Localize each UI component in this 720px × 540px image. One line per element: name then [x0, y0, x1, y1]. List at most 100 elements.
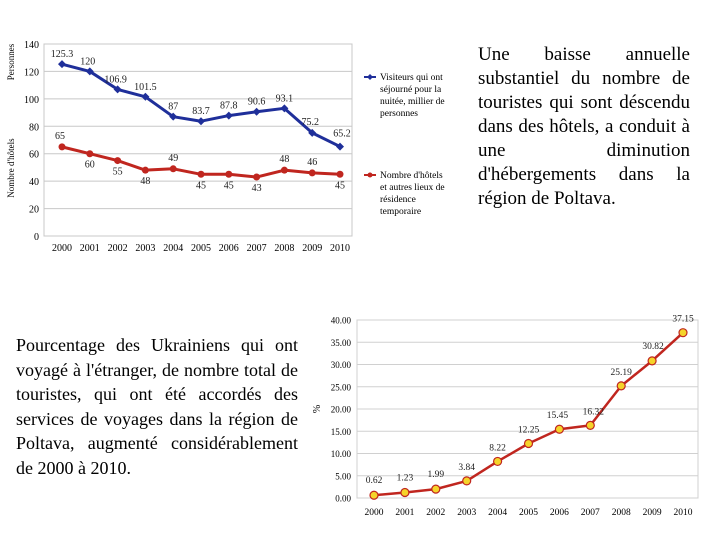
series-data-label: 16.32 — [583, 407, 605, 417]
y-tick-label: 35.00 — [331, 338, 352, 348]
series-2-point — [280, 166, 288, 174]
x-tick-label: 2009 — [643, 508, 662, 518]
y-tick-label: 5.00 — [335, 471, 351, 481]
x-tick-label: 2004 — [488, 508, 507, 518]
x-tick-label: 2009 — [302, 243, 322, 254]
legend-label-line: Nombre d'hôtels — [380, 171, 443, 181]
series-data-label: 25.19 — [611, 368, 633, 378]
series-point — [616, 381, 626, 391]
series-data-label: 12.25 — [518, 425, 540, 435]
x-tick-label: 2008 — [612, 508, 631, 518]
series-1-data-label: 93.1 — [276, 93, 294, 104]
series-point — [554, 424, 565, 434]
series-2-data-label: 49 — [168, 153, 178, 164]
series-line — [373, 331, 684, 497]
series-data-label: 30.82 — [642, 342, 664, 352]
series-2-data-label: 45 — [335, 180, 345, 191]
legend-label-line: temporaire — [380, 207, 421, 217]
series-1-data-label: 65.2 — [333, 129, 351, 140]
legend-label-line: Visiteurs qui ont — [380, 73, 443, 83]
series-1-data-label: 75.2 — [301, 117, 319, 128]
series-1-data-label: 125.3 — [51, 49, 74, 60]
y-tick-label: 0 — [34, 232, 39, 243]
x-tick-label: 2003 — [457, 508, 476, 518]
series-2-point — [336, 170, 344, 178]
series-data-label: 8.22 — [489, 443, 506, 453]
series-2-point — [141, 166, 149, 174]
hotel-decline-description: Une baisse annuelle substantiel du nombr… — [478, 44, 690, 209]
series-1-data-label: 83.7 — [192, 106, 210, 117]
series-2-point — [197, 170, 205, 178]
legend-label-line: résidence — [380, 195, 416, 205]
series-1-point — [252, 107, 261, 116]
series-1-data-label: 87.8 — [220, 101, 238, 112]
x-tick-label: 2001 — [80, 243, 100, 254]
series-1-point — [58, 60, 66, 69]
legend-marker — [367, 172, 373, 178]
legend-label: Visiteurs qui ont séjourné pour la nuitée,… — [380, 73, 445, 119]
series-point — [369, 490, 379, 500]
y-axis-label-outer: Personnes — [6, 43, 16, 80]
x-tick-label: 2005 — [191, 243, 211, 254]
y-tick-label: 140 — [24, 40, 39, 51]
series-2-data-label: 55 — [113, 167, 123, 178]
x-tick-label: 2001 — [395, 508, 414, 518]
x-tick-label: 2000 — [365, 508, 384, 518]
series-data-label: 15.45 — [547, 411, 569, 421]
x-tick-label: 2010 — [674, 508, 693, 518]
series-data-label: 1.23 — [397, 474, 414, 484]
series-2-point — [253, 173, 261, 181]
series-1-point — [113, 85, 122, 94]
series-1-point — [197, 117, 205, 126]
series-2-data-label: 45 — [196, 180, 206, 191]
series-1-data-label: 101.5 — [134, 82, 157, 93]
series-point — [647, 356, 657, 366]
series-data-label: 0.62 — [366, 476, 383, 486]
legend-label-line: séjourné pour la — [380, 85, 442, 95]
series-point — [523, 438, 534, 449]
hotel-visitors-chart: 0 20 40 60 80 100 120 140 2000 2001 2002 2003 2004 20… — [6, 40, 445, 254]
series-point — [585, 420, 595, 430]
series-1-point — [85, 67, 94, 76]
y-tick-label: 60 — [29, 150, 39, 161]
legend-marker — [367, 74, 373, 80]
series-1-point — [308, 128, 317, 137]
x-tick-label: 2005 — [519, 508, 538, 518]
y-tick-label: 20 — [29, 205, 39, 216]
x-tick-label: 2002 — [108, 243, 128, 254]
series-2-data-label: 65 — [55, 131, 65, 142]
x-tick-label: 2010 — [330, 243, 350, 254]
legend-label-line: nuitée, millier de — [380, 97, 445, 107]
series-2-point — [58, 143, 66, 151]
series-1-data-label: 106.9 — [104, 74, 127, 85]
series-2-point — [308, 169, 316, 177]
series-2-point — [169, 165, 177, 173]
series-1-data-label: 90.6 — [248, 97, 266, 108]
series-2-point — [114, 157, 122, 165]
series-data-label: 37.15 — [672, 315, 694, 325]
series-2-data-label: 46 — [307, 157, 317, 168]
y-tick-label: 100 — [24, 95, 39, 106]
y-tick-label: 40 — [29, 177, 39, 188]
y-axis-label: % — [312, 405, 323, 413]
x-tick-label: 2003 — [135, 243, 155, 254]
legend-label-line: et autres lieux de — [380, 183, 445, 193]
y-tick-label: 25.00 — [331, 382, 352, 392]
series-1-point — [280, 104, 289, 113]
series-2-data-label: 45 — [224, 180, 234, 191]
series-data-label: 1.99 — [427, 470, 444, 480]
series-point — [462, 476, 472, 486]
series-data-label: 3.84 — [458, 463, 475, 473]
series-1-point — [224, 111, 233, 120]
x-tick-label: 2007 — [581, 508, 600, 518]
y-tick-label: 15.00 — [331, 427, 352, 437]
series-point — [493, 456, 503, 467]
y-tick-label: 120 — [24, 67, 39, 78]
series-1-data-label: 120 — [80, 56, 95, 67]
x-tick-label: 2000 — [52, 243, 72, 254]
x-tick-label: 2006 — [550, 508, 569, 518]
legend-label: Nombre d'hôtels et autres lieux de résiden… — [380, 171, 445, 217]
series-2-data-label: 43 — [252, 183, 262, 194]
series-2-data-label: 60 — [85, 160, 95, 171]
y-tick-label: 40.00 — [331, 316, 352, 326]
